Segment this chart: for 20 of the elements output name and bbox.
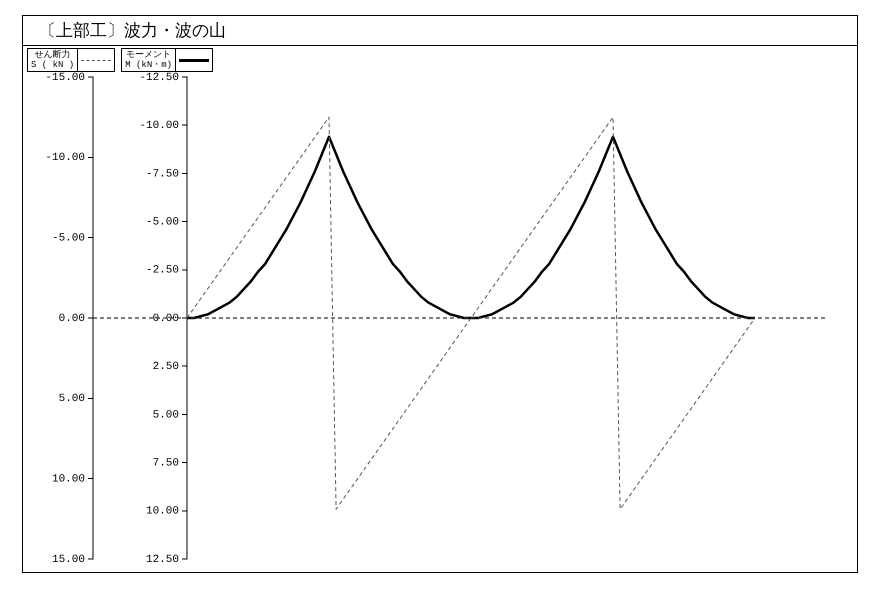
y2-tick-label: -12.50 <box>139 72 179 84</box>
y2-tick-label: 12.50 <box>146 554 179 566</box>
legend-label: せん断力 S ( kN ) <box>28 49 78 71</box>
y2-tick-label: -5.00 <box>146 216 179 229</box>
y2-tick-label: 5.00 <box>152 409 179 422</box>
y-tick-label: -15.00 <box>45 72 85 84</box>
y-tick-label: -5.00 <box>52 232 85 245</box>
y2-tick-label: -2.50 <box>146 264 179 277</box>
y-tick-label: 0.00 <box>58 312 85 325</box>
y-tick-label: 15.00 <box>52 554 85 566</box>
y-tick-label: 5.00 <box>58 393 85 406</box>
y-tick-label: -10.00 <box>45 152 85 164</box>
y2-tick-label: 10.00 <box>146 506 179 518</box>
y-tick-label: 10.00 <box>52 474 85 486</box>
y2-tick-label: -10.00 <box>139 120 179 132</box>
y2-tick-label: 2.50 <box>152 361 179 374</box>
y2-tick-label: 7.50 <box>152 458 179 470</box>
y2-tick-label: -7.50 <box>146 168 179 180</box>
legend-label: モーメント M (kN・m) <box>122 49 176 71</box>
chart-title: 〔上部工〕波力・波の山 <box>23 16 857 46</box>
